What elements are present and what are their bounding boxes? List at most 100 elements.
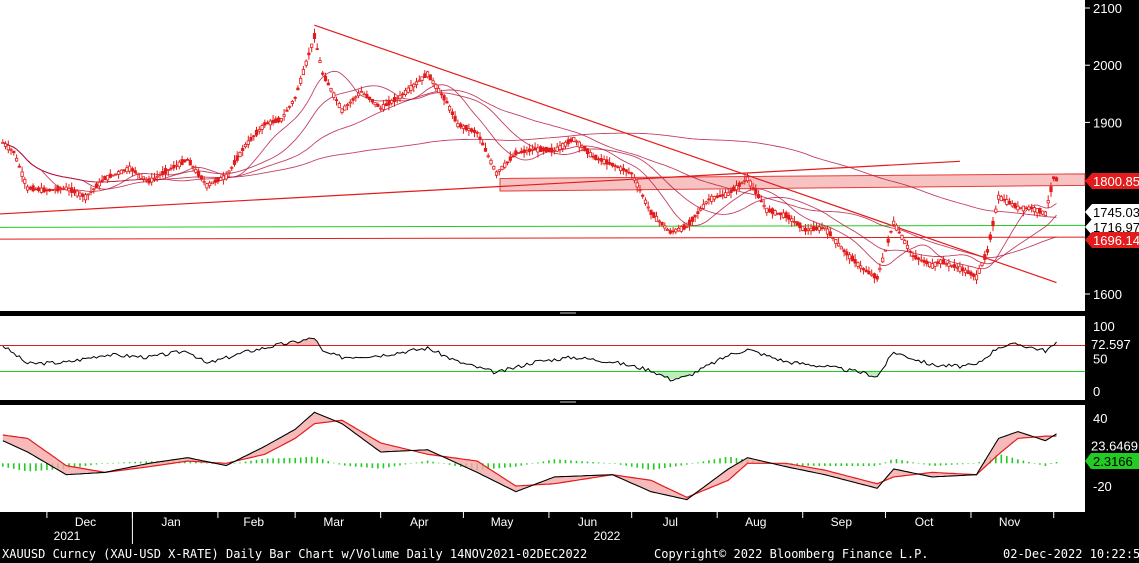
candle-body <box>213 179 217 183</box>
candle-body <box>508 156 512 161</box>
candle-body <box>3 143 8 147</box>
price-tick-label: 2000 <box>1093 58 1122 73</box>
candle-body <box>718 194 722 198</box>
candle-body <box>812 225 816 232</box>
candle-body <box>227 170 231 174</box>
candle-body <box>180 159 184 165</box>
histogram-bar <box>305 457 307 464</box>
histogram-bar <box>437 462 440 464</box>
candle-body <box>434 84 438 89</box>
histogram-bar <box>824 463 826 466</box>
candle-body <box>37 187 41 192</box>
candle-body <box>580 145 584 148</box>
candle-body <box>409 85 413 91</box>
histogram-bar <box>7 463 10 468</box>
candle-body <box>558 145 562 150</box>
candle-body <box>803 227 808 232</box>
candle-body <box>925 260 929 265</box>
histogram-bar <box>520 463 523 466</box>
histogram-bar <box>939 463 942 466</box>
histogram-bar <box>1033 463 1036 464</box>
histogram-bar <box>79 463 81 467</box>
histogram-bar <box>724 457 727 464</box>
candle-body <box>321 72 325 75</box>
histogram-bar <box>327 461 330 464</box>
histogram-bar <box>906 461 909 464</box>
histogram-bar <box>1000 454 1003 464</box>
histogram-bar <box>592 462 594 464</box>
candle-body <box>784 212 788 218</box>
panel-divider-1[interactable] <box>0 311 1085 316</box>
candle-body <box>743 179 747 182</box>
candle-body <box>668 230 672 234</box>
candle-body <box>530 148 535 151</box>
candle-body <box>930 263 935 269</box>
candle-body <box>950 264 954 267</box>
candle-body <box>34 188 38 191</box>
histogram-bar <box>730 457 732 464</box>
trendline-2 <box>314 24 1057 284</box>
candle-body <box>748 180 752 187</box>
candle-body <box>296 87 300 91</box>
ma-line-180 <box>2 132 1057 218</box>
histogram-bar <box>206 463 208 464</box>
histogram-bar <box>675 463 677 467</box>
histogram-bar <box>664 463 666 468</box>
histogram-bar <box>630 463 633 467</box>
candle-body <box>64 186 68 191</box>
candle-body <box>919 259 923 262</box>
histogram-bar <box>559 459 561 464</box>
candle-body <box>293 97 297 99</box>
candle-body <box>809 227 813 232</box>
histogram-bar <box>669 463 672 468</box>
candle-body <box>577 141 581 148</box>
candle-body <box>470 128 474 132</box>
candle-body <box>859 265 863 269</box>
histogram-bar <box>515 463 517 467</box>
candle-body <box>721 194 725 197</box>
price-tick-label: 2100 <box>1093 1 1122 16</box>
candle-body <box>282 114 286 117</box>
histogram-bar <box>950 463 953 465</box>
candle-body <box>254 129 259 136</box>
candle-body <box>870 273 874 276</box>
candle-body <box>492 165 496 170</box>
candle-body <box>392 97 397 103</box>
candle-body <box>25 186 30 191</box>
candle-body <box>230 166 234 169</box>
macd-histogram-badge <box>1085 453 1139 469</box>
histogram-bar <box>542 461 545 464</box>
candle-body <box>939 259 943 265</box>
month-label: May <box>491 515 514 529</box>
candle-body <box>1 141 5 144</box>
candle-body <box>541 147 546 152</box>
histogram-bar <box>35 463 37 471</box>
candle-body <box>379 107 383 110</box>
candle-body <box>729 189 733 193</box>
candle-body <box>310 43 314 48</box>
timestamp-text: 02-Dec-2022 10:22:54 <box>1003 547 1139 561</box>
candle-body <box>814 226 819 231</box>
candle-body <box>304 60 308 66</box>
candle-body <box>997 194 1001 200</box>
candle-body <box>106 175 110 181</box>
histogram-bar <box>388 463 390 468</box>
candle-body <box>599 158 603 162</box>
month-label: Jun <box>578 515 597 529</box>
candle-body <box>773 210 777 216</box>
candle-body <box>373 102 377 106</box>
panel-divider-2[interactable] <box>0 400 1085 405</box>
histogram-bar <box>84 463 87 466</box>
candle-body <box>903 240 907 245</box>
histogram-bar <box>321 459 324 464</box>
histogram-bar <box>13 463 15 469</box>
candle-body <box>671 230 675 233</box>
histogram-bar <box>713 459 716 464</box>
candle-body <box>224 173 228 180</box>
candle-body <box>133 170 137 174</box>
candle-body <box>359 90 364 93</box>
candle-body <box>768 208 772 213</box>
candle-body <box>202 180 206 183</box>
oscillator-line <box>2 337 1057 382</box>
candle-body <box>447 106 452 111</box>
